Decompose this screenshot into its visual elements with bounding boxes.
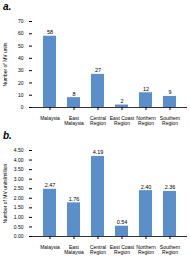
html-text:b.: b. bbox=[3, 130, 12, 141]
svg-text:3.50: 3.50 bbox=[14, 166, 24, 172]
svg-text:20: 20 bbox=[18, 80, 24, 86]
svg-text:East CoastRegion: East CoastRegion bbox=[110, 244, 135, 255]
svg-text:1.50: 1.50 bbox=[14, 204, 24, 210]
svg-text:1.00: 1.00 bbox=[14, 214, 24, 220]
svg-text:70: 70 bbox=[18, 18, 24, 24]
svg-text:8: 8 bbox=[72, 91, 75, 97]
svg-text:0.50: 0.50 bbox=[14, 224, 24, 230]
svg-text:East CoastRegion: East CoastRegion bbox=[110, 115, 135, 126]
svg-text:60: 60 bbox=[18, 30, 24, 36]
svg-text:CentralRegion: CentralRegion bbox=[90, 244, 106, 255]
svg-text:2.36: 2.36 bbox=[165, 184, 176, 190]
svg-text:50: 50 bbox=[18, 43, 24, 49]
svg-text:9: 9 bbox=[168, 89, 171, 95]
svg-text:27: 27 bbox=[95, 67, 101, 73]
svg-text:2: 2 bbox=[120, 98, 123, 104]
svg-text:NorthernRegion: NorthernRegion bbox=[136, 115, 156, 126]
svg-text:10: 10 bbox=[18, 92, 24, 98]
svg-text:12: 12 bbox=[143, 86, 149, 92]
svg-text:4.00: 4.00 bbox=[14, 157, 24, 163]
svg-text:Malaysia: Malaysia bbox=[40, 244, 60, 250]
svg-text:3.00: 3.00 bbox=[14, 176, 24, 182]
svg-text:Malaysia: Malaysia bbox=[40, 115, 60, 121]
svg-text:2.50: 2.50 bbox=[14, 185, 24, 191]
svg-text:0.54: 0.54 bbox=[117, 219, 128, 225]
svg-text:SouthernRegion: SouthernRegion bbox=[160, 115, 181, 126]
svg-text:1.76: 1.76 bbox=[69, 196, 80, 202]
svg-text:SouthernRegion: SouthernRegion bbox=[160, 244, 181, 255]
svg-text:40: 40 bbox=[18, 55, 24, 61]
svg-text:4.19: 4.19 bbox=[93, 149, 104, 155]
svg-text:4.50: 4.50 bbox=[14, 147, 24, 153]
svg-text:EastMalaysia: EastMalaysia bbox=[64, 115, 84, 126]
svg-text:2.40: 2.40 bbox=[141, 184, 152, 190]
svg-text:0: 0 bbox=[21, 104, 24, 110]
svg-text:NorthernRegion: NorthernRegion bbox=[136, 244, 156, 255]
svg-text:0.00: 0.00 bbox=[14, 233, 24, 239]
svg-text:Number of MV units/million: Number of MV units/million bbox=[2, 163, 8, 223]
svg-text:2.00: 2.00 bbox=[14, 195, 24, 201]
svg-text:Number of MV units: Number of MV units bbox=[2, 42, 8, 87]
svg-text:EastMalaysia: EastMalaysia bbox=[64, 244, 84, 255]
svg-text:30: 30 bbox=[18, 67, 24, 73]
svg-text:58: 58 bbox=[47, 29, 53, 35]
svg-text:CentralRegion: CentralRegion bbox=[90, 115, 106, 126]
html-text:a.: a. bbox=[3, 1, 12, 12]
svg-text:2.47: 2.47 bbox=[45, 182, 56, 188]
